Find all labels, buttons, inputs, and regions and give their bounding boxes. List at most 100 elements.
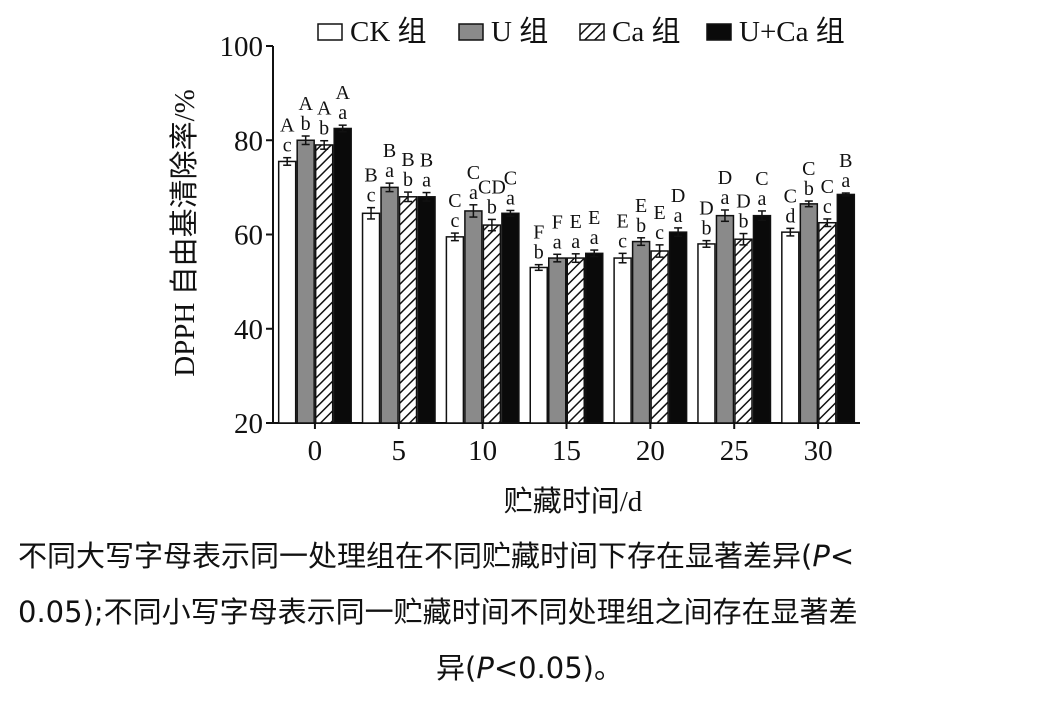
y-tick-label: 100: [220, 31, 264, 63]
y-axis-label: DPPH 自由基清除率/%: [168, 89, 201, 377]
bar: [548, 257, 567, 424]
significance-lower-letter: a: [571, 231, 580, 253]
y-tick-label: 80: [234, 125, 263, 157]
axes: 20 40 60 80 100 0 5 10 15 20 25 30: [220, 31, 860, 467]
x-tick-label: 0: [308, 435, 323, 467]
bar: [752, 214, 772, 424]
significance-lower-letter: a: [721, 187, 730, 209]
bar: [333, 127, 352, 424]
bar: [314, 144, 334, 424]
significance-lower-letter: a: [338, 102, 347, 124]
legend-swatch: [706, 23, 732, 41]
bar: [445, 236, 465, 424]
bar: [715, 214, 735, 424]
significance-upper-letter: C: [504, 167, 517, 189]
caption-p-3: P: [476, 651, 494, 685]
y-tick-label: 40: [234, 314, 263, 346]
significance-upper-letter: D: [699, 198, 713, 220]
bar: [668, 231, 688, 424]
x-tick-label: 20: [636, 435, 665, 467]
significance-lower-letter: a: [422, 170, 431, 192]
bar: [836, 193, 856, 424]
caption-text-3a: 异(: [435, 651, 477, 685]
significance-upper-letter: E: [570, 211, 582, 233]
significance-upper-letter: E: [616, 210, 628, 232]
figure-caption: 不同大写字母表示同一处理组在不同贮藏时间下存在显著差异(P< 0.05);不同小…: [0, 528, 1059, 696]
x-tick-label: 25: [720, 435, 749, 467]
legend-label: Ca 组: [612, 15, 680, 48]
x-tick-label: 5: [392, 435, 407, 467]
significance-lower-letter: a: [590, 227, 599, 249]
bar: [585, 252, 604, 424]
bar: [398, 196, 418, 424]
x-tick-label: 15: [552, 435, 581, 467]
legend-swatch: [458, 23, 484, 41]
bar: [650, 250, 669, 424]
significance-lower-letter: b: [319, 118, 329, 140]
significance-lower-letter: a: [674, 205, 683, 227]
significance-lower-letter: b: [403, 169, 413, 191]
legend-swatch: [579, 23, 605, 41]
significance-upper-letter: D: [736, 191, 750, 213]
significance-lower-letter: a: [469, 182, 478, 204]
bar: [697, 243, 716, 424]
bar: [781, 231, 800, 424]
significance-lower-letter: c: [823, 196, 832, 218]
significance-upper-letter: A: [335, 82, 350, 104]
caption-line-2: 0.05);不同小写字母表示同一贮藏时间不同处理组之间存在显著差: [0, 584, 1059, 640]
bar: [529, 266, 548, 424]
bar: [818, 221, 837, 424]
significance-upper-letter: C: [755, 168, 768, 190]
caption-line-1: 不同大写字母表示同一处理组在不同贮藏时间下存在显著差异(P<: [0, 528, 1059, 584]
significance-lower-letter: b: [636, 215, 646, 237]
bar: [380, 186, 399, 424]
significance-lower-letter: a: [758, 188, 767, 210]
significance-upper-letter: C: [467, 162, 480, 184]
significance-lower-letter: b: [738, 211, 748, 233]
bar: [296, 139, 315, 424]
legend: CK 组 U 组 Ca 组 U+Ca 组: [317, 15, 845, 48]
significance-upper-letter: A: [298, 93, 313, 115]
significance-lower-letter: a: [553, 231, 562, 253]
legend-label: U 组: [491, 15, 548, 48]
caption-line-3: 异(P<0.05)。: [0, 640, 1059, 696]
bar: [501, 212, 520, 424]
significance-upper-letter: CD: [478, 176, 506, 198]
bar: [417, 196, 436, 424]
caption-p-1: P: [812, 539, 830, 573]
significance-lower-letter: a: [506, 187, 515, 209]
significance-upper-letter: F: [552, 211, 563, 233]
legend-swatch: [317, 23, 343, 41]
significance-upper-letter: C: [821, 176, 834, 198]
bar: [734, 238, 753, 424]
significance-upper-letter: E: [588, 207, 600, 229]
significance-upper-letter: B: [401, 149, 414, 171]
bar: [613, 257, 632, 424]
legend-label: CK 组: [350, 15, 427, 48]
caption-text-1a: 不同大写字母表示同一处理组在不同贮藏时间下存在显著差异(: [18, 539, 813, 573]
x-tick-label: 10: [468, 435, 497, 467]
significance-lower-letter: b: [534, 242, 544, 264]
significance-lower-letter: b: [487, 196, 497, 218]
x-axis-label: 贮藏时间/d: [504, 485, 643, 518]
bar: [277, 160, 297, 424]
significance-lower-letter: d: [785, 205, 795, 227]
significance-lower-letter: b: [701, 218, 711, 240]
legend-label: U+Ca 组: [739, 15, 845, 48]
bar: [482, 224, 502, 424]
y-tick-label: 20: [234, 408, 263, 440]
x-tick-label: 30: [804, 435, 833, 467]
significance-lower-letter: c: [618, 230, 627, 252]
significance-lower-letter: a: [841, 170, 850, 192]
significance-upper-letter: A: [280, 115, 295, 137]
significance-lower-letter: a: [385, 160, 394, 182]
bar: [799, 203, 819, 424]
significance-upper-letter: B: [364, 165, 377, 187]
bar: [566, 257, 585, 424]
significance-upper-letter: C: [784, 185, 797, 207]
significance-upper-letter: D: [718, 167, 732, 189]
significance-lower-letter: c: [655, 222, 664, 244]
significance-upper-letter: E: [635, 195, 647, 217]
significance-lower-letter: c: [283, 135, 292, 157]
